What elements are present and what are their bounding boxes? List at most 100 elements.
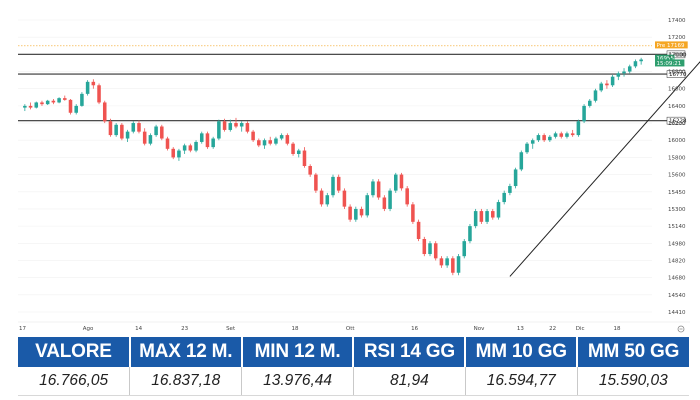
candle-body bbox=[508, 186, 512, 193]
candle-body bbox=[63, 98, 67, 100]
candle-body bbox=[194, 141, 198, 151]
candle-body bbox=[394, 174, 398, 191]
candle-body bbox=[120, 124, 124, 139]
candle-body bbox=[296, 150, 301, 154]
candle-body bbox=[599, 83, 603, 91]
candle bbox=[491, 208, 495, 220]
candle-body bbox=[371, 181, 375, 196]
candle-body bbox=[405, 188, 409, 205]
candle bbox=[456, 254, 461, 276]
x-tick-label: Nov bbox=[474, 326, 485, 332]
candle-body bbox=[142, 131, 147, 144]
candle-body bbox=[211, 138, 215, 148]
candle-body bbox=[456, 256, 461, 273]
candle bbox=[451, 256, 455, 276]
candle-body bbox=[502, 192, 506, 203]
candle-body bbox=[171, 148, 175, 158]
level-tag: 16228 bbox=[666, 116, 687, 125]
candle bbox=[553, 131, 558, 139]
candle bbox=[588, 99, 592, 108]
candle-body bbox=[445, 258, 449, 266]
candle bbox=[211, 136, 215, 149]
candle-body bbox=[342, 190, 347, 207]
candle bbox=[279, 133, 284, 141]
candle-body bbox=[23, 105, 27, 108]
x-tick-label: 18 bbox=[614, 326, 621, 332]
candle-body bbox=[485, 211, 489, 222]
level-tag-label: 16228 bbox=[669, 119, 687, 125]
candle bbox=[222, 118, 227, 132]
candle-body bbox=[593, 90, 598, 101]
candle bbox=[530, 138, 535, 149]
candle bbox=[593, 88, 598, 103]
candle-body bbox=[376, 181, 381, 198]
candle-body bbox=[85, 81, 90, 94]
header-valore: VALORE bbox=[18, 337, 130, 367]
y-tick-label: 14820 bbox=[668, 258, 686, 264]
candle bbox=[348, 204, 352, 222]
candle-body bbox=[57, 98, 61, 103]
y-tick-label: 17400 bbox=[668, 18, 686, 24]
candle bbox=[639, 57, 643, 65]
level-tag-box bbox=[666, 70, 686, 78]
candle bbox=[114, 123, 118, 137]
header-mm-50gg: MM 50 GG bbox=[576, 337, 689, 367]
candle-body bbox=[433, 243, 438, 259]
candle bbox=[519, 150, 524, 172]
candle bbox=[428, 241, 432, 257]
x-axis: 17 Ago 14 23 Set 18 Ott 16 Nov 13 22 Dic 18 bbox=[18, 321, 690, 332]
candle bbox=[85, 80, 90, 96]
candle bbox=[382, 195, 387, 212]
candle-body bbox=[251, 131, 255, 141]
candle-body bbox=[451, 258, 455, 273]
horizontal-grid bbox=[18, 19, 652, 313]
candle bbox=[199, 131, 204, 144]
candle bbox=[34, 101, 39, 109]
candle bbox=[445, 256, 449, 268]
candle-body bbox=[234, 123, 238, 127]
candle bbox=[137, 120, 141, 134]
candle-body bbox=[491, 211, 495, 218]
support-resistance-levels: 17000 16770 16228 bbox=[18, 45, 687, 125]
candle-body bbox=[336, 176, 341, 191]
x-tick-label: 14 bbox=[135, 326, 142, 332]
stats-value-row: 16.766,05 16.837,18 13.976,44 81,94 16.5… bbox=[18, 367, 689, 396]
price-tag: 15:09:21 bbox=[655, 59, 685, 67]
candle-body bbox=[365, 195, 370, 216]
candle bbox=[91, 79, 96, 89]
candle bbox=[245, 121, 250, 134]
candle bbox=[102, 100, 107, 124]
candle bbox=[234, 117, 238, 129]
candle-body bbox=[519, 152, 524, 170]
candle-body bbox=[354, 208, 358, 220]
candle bbox=[97, 83, 101, 105]
level-tag: 17000 bbox=[666, 50, 687, 58]
candle-body bbox=[314, 174, 318, 191]
candle-body bbox=[285, 135, 290, 144]
candle-body bbox=[479, 211, 484, 222]
candle-body bbox=[319, 190, 324, 205]
candle-body bbox=[51, 100, 56, 103]
candle-body bbox=[68, 99, 73, 113]
candle-body bbox=[245, 123, 250, 132]
zoom-reset-icon[interactable] bbox=[677, 325, 685, 333]
candle bbox=[622, 68, 626, 77]
x-tick-label: 16 bbox=[411, 326, 418, 332]
candle bbox=[525, 141, 529, 154]
candle-body bbox=[239, 123, 244, 127]
candle-body bbox=[616, 73, 621, 77]
candle-body bbox=[199, 133, 204, 142]
value-rsi-14gg: 81,94 bbox=[352, 367, 466, 396]
candle bbox=[508, 183, 512, 196]
candle-body bbox=[462, 241, 467, 257]
candle bbox=[376, 179, 381, 200]
candle-body bbox=[576, 121, 581, 136]
candle-body bbox=[399, 174, 404, 189]
candle bbox=[308, 164, 312, 177]
candle bbox=[257, 138, 261, 148]
y-tick-label: 14410 bbox=[668, 310, 686, 316]
candle bbox=[331, 174, 335, 198]
candle bbox=[325, 192, 330, 207]
candle bbox=[45, 99, 50, 106]
candle-body bbox=[40, 102, 44, 105]
